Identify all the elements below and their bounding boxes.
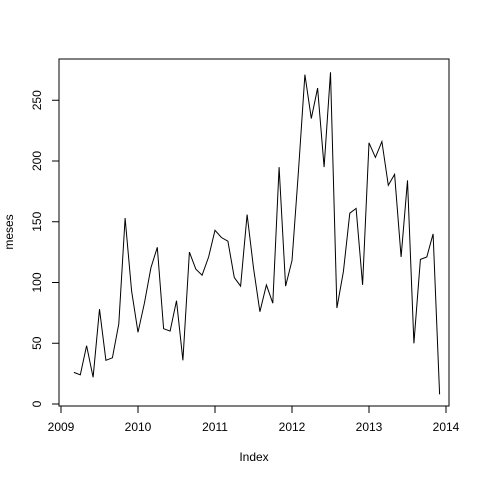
series-line [73,72,441,395]
y-axis-label: meses [2,214,16,249]
x-tick-label: 2013 [356,420,383,434]
y-tick-label: 50 [30,336,44,350]
x-tick-label: 2012 [279,420,306,434]
y-tick-label: 250 [30,90,44,110]
x-axis-label: Index [239,450,268,464]
plot-frame [58,58,450,407]
x-tick-label: 2014 [433,420,460,434]
y-tick-label: 100 [30,272,44,292]
y-tick-label: 0 [30,400,44,407]
y-tick-label: 200 [30,151,44,171]
y-axis: 0 50 100 150 200 250 [30,90,60,407]
y-tick-label: 150 [30,211,44,231]
x-tick-label: 2010 [125,420,152,434]
x-tick-label: 2009 [48,420,75,434]
x-tick-label: 2011 [202,420,228,434]
x-axis: 2009 2010 2011 2012 2013 2014 [48,405,460,434]
